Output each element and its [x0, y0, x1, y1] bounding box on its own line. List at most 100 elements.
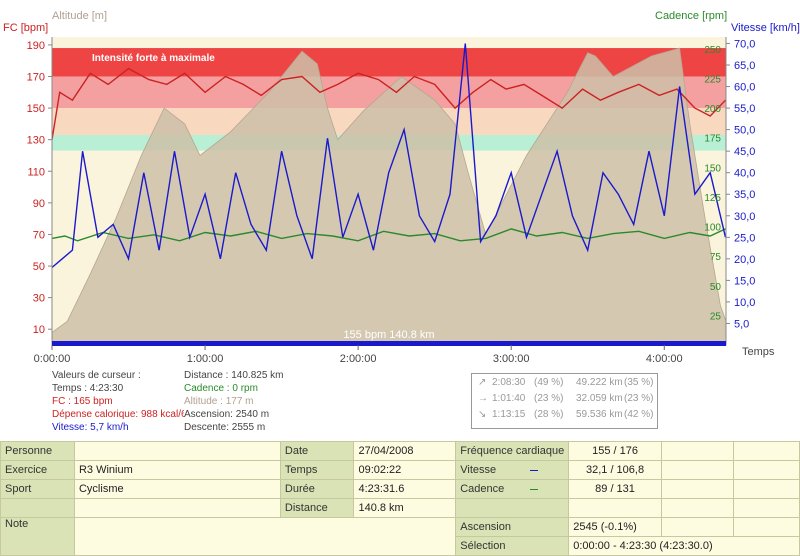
- temps-value[interactable]: 09:02:22: [353, 460, 457, 480]
- fc-tick-label: 90: [33, 198, 45, 210]
- note-value[interactable]: [73, 517, 457, 556]
- altitude-axis-title: Altitude [m]: [52, 10, 108, 22]
- cursor-vitesse: Vitesse: 5,7 km/h: [52, 422, 129, 433]
- chart-canvas[interactable]: Intensité forte à maximale 10 30 50 70 90 110…: [0, 0, 800, 372]
- vitesse-tick-label: 50,0: [734, 125, 755, 137]
- fc-tick-label: 110: [27, 166, 45, 178]
- cadence-tick-label: 250: [704, 45, 721, 56]
- fc-value[interactable]: 155 / 176: [568, 441, 662, 461]
- x-axis-title: Temps: [742, 346, 775, 358]
- stats-dist-pct: (35 %): [624, 377, 654, 388]
- personne-value[interactable]: [73, 441, 281, 461]
- stats-dist: 32.059 km: [576, 393, 623, 404]
- table-row: Sélection 0:00:00 - 4:23:30 (4:23:30.0): [1, 536, 800, 556]
- vitesse-tick-label: 40,0: [734, 168, 755, 180]
- vitesse-tick-label: 60,0: [734, 82, 755, 94]
- selection-value[interactable]: 0:00:00 - 4:23:30 (4:23:30.0): [568, 536, 800, 556]
- summary-annotation: 155 bpm 140.8 km: [343, 329, 434, 341]
- vitesse-tick-label: 55,0: [734, 103, 755, 115]
- cadence-tick-label: 225: [704, 74, 721, 85]
- x-tick-label: 1:00:00: [187, 353, 224, 365]
- cursor-descente: Descente: 2555 m: [184, 422, 266, 433]
- cadence-tick-label: 50: [710, 282, 722, 293]
- fc-tick-label: 70: [33, 229, 45, 241]
- cadence-tick-label: 25: [710, 311, 722, 322]
- vitesse-tick-label: 5,0: [734, 318, 749, 330]
- exercice-label: Exercice: [0, 460, 75, 480]
- empty-cell: [732, 441, 800, 461]
- sport-label: Sport: [0, 479, 75, 499]
- stats-time-pct: (28 %): [534, 409, 564, 420]
- summary-table: Personne Date 27/04/2008 Fréquence cardi…: [0, 441, 800, 556]
- cadence-tick-label: 125: [704, 193, 721, 204]
- sport-value[interactable]: Cyclisme: [73, 479, 281, 499]
- personne-label: Personne: [0, 441, 75, 461]
- table-row: Sport Cyclisme Durée 4:23:31.6 Cadence 8…: [0, 479, 800, 499]
- table-row: Exercice R3 Winium Temps 09:02:22 Vitess…: [0, 460, 800, 480]
- vitesse-tick-label: 10,0: [734, 297, 755, 309]
- fc-label-text: Fréquence cardiaque: [460, 445, 565, 457]
- cursor-ascension: Ascension: 2540 m: [184, 409, 272, 421]
- vitesse-legend-mark: [530, 469, 539, 471]
- slope-stats-box: ↗ 2:08:30 (49 %) 49.222 km (35 %) → 1:01…: [471, 373, 658, 429]
- cursor-cadence: Cadence : 0 rpm: [184, 383, 258, 394]
- fc-tick-label: 50: [33, 261, 45, 273]
- cadence-tick-label: 100: [704, 223, 721, 234]
- selection-label: Sélection: [455, 536, 570, 556]
- cadence-tick-label: 175: [704, 134, 721, 145]
- cadence-value[interactable]: 89 / 131: [568, 479, 662, 499]
- empty-cell: [660, 460, 734, 480]
- cursor-info-heading: Valeurs de curseur :: [52, 370, 141, 381]
- cadence-tick-label: 75: [710, 252, 722, 263]
- distance-label: Distance: [279, 498, 355, 518]
- stats-time: 2:08:30: [492, 377, 526, 388]
- stats-dist-pct: (42 %): [624, 409, 654, 420]
- cadence-axis-title: Cadence [rpm]: [655, 10, 728, 22]
- note-label: Note: [0, 517, 75, 556]
- vitesse-tick-label: 35,0: [734, 189, 755, 201]
- fc-tick-label: 10: [33, 324, 45, 336]
- ascension-label: Ascension: [455, 517, 570, 537]
- empty-cell: [660, 498, 734, 518]
- table-row: Personne Date 27/04/2008 Fréquence cardi…: [0, 441, 800, 461]
- stats-time: 1:13:15: [492, 409, 526, 420]
- vitesse-line: [51, 43, 727, 269]
- vitesse-tick-label: 30,0: [734, 211, 755, 223]
- date-label: Date: [279, 441, 355, 461]
- fc-tick-label: 190: [27, 40, 45, 52]
- axes-layer: 10 30 50 70 90 110 130 150 170 190 25 50 75 100 125 150…: [27, 37, 755, 365]
- vitesse-axis-title: Vitesse [km/h]: [731, 22, 800, 34]
- stats-time-pct: (23 %): [534, 393, 564, 404]
- duree-value[interactable]: 4:23:31.6: [353, 479, 457, 499]
- x-tick-label: 0:00:00: [34, 353, 71, 365]
- date-value[interactable]: 27/04/2008: [353, 441, 457, 461]
- empty-cell: [660, 441, 734, 461]
- x-tick-label: 4:00:00: [646, 353, 683, 365]
- series-layer: [51, 43, 727, 346]
- vitesse-tick-label: 20,0: [734, 254, 755, 266]
- distance-value[interactable]: 140.8 km: [353, 498, 457, 518]
- vitesse-label: Vitesse: [455, 460, 570, 480]
- empty-cell: [732, 517, 800, 537]
- exercice-value[interactable]: R3 Winium: [73, 460, 281, 480]
- table-row: Note Ascension 2545 (-0.1%): [0, 517, 800, 556]
- cursor-altitude: Altitude : 177 m: [184, 396, 254, 407]
- empty-cell: [732, 460, 800, 480]
- fc-label: Fréquence cardiaque: [455, 441, 570, 461]
- cadence-label-text: Cadence: [460, 483, 505, 495]
- vitesse-value[interactable]: 32,1 / 106,8: [568, 460, 662, 480]
- fc-tick-label: 130: [27, 135, 45, 147]
- stats-dist-pct: (23 %): [624, 393, 654, 404]
- vitesse-tick-label: 25,0: [734, 232, 755, 244]
- fc-tick-label: 150: [27, 103, 45, 115]
- fc-axis-title: FC [bpm]: [3, 22, 49, 34]
- stats-time: 1:01:40: [492, 393, 526, 404]
- hr-zone-band: [52, 48, 726, 77]
- vitesse-tick-label: 15,0: [734, 275, 755, 287]
- ascension-value[interactable]: 2545 (-0.1%): [568, 517, 662, 537]
- empty-cell: [660, 479, 734, 499]
- cadence-tick-label: 200: [704, 104, 721, 115]
- cursor-fc: FC : 165 bpm: [52, 396, 113, 407]
- cadence-label: Cadence: [455, 479, 570, 499]
- cursor-distance: Distance : 140.825 km: [184, 370, 284, 381]
